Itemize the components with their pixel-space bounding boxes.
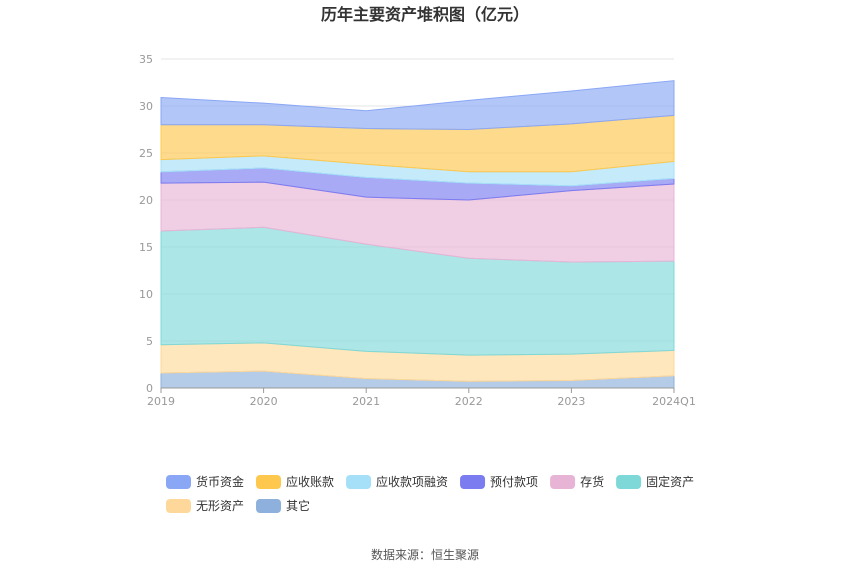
area-货币资金 xyxy=(160,80,675,131)
y-tick-label: 5 xyxy=(146,335,153,348)
legend-label: 固定资产 xyxy=(646,474,694,489)
legend-label: 其它 xyxy=(286,498,310,513)
legend-swatch xyxy=(616,475,642,489)
x-tick-label: 2021 xyxy=(352,395,380,408)
y-tick-label: 30 xyxy=(139,100,153,113)
y-tick-label: 20 xyxy=(139,194,153,207)
legend-label: 货币资金 xyxy=(196,474,244,489)
source-note: 数据来源：恒生聚源 xyxy=(371,547,479,562)
legend-swatch xyxy=(256,475,282,489)
legend-swatch xyxy=(550,475,576,489)
legend-label: 存货 xyxy=(580,474,604,489)
y-tick-label: 15 xyxy=(139,241,153,254)
legend-swatch xyxy=(460,475,486,489)
axes: 0 5 10 15 20 25 30 35 2019 2020 2021 2022 2023 2024Q1 xyxy=(139,53,696,408)
legend-swatch xyxy=(346,475,372,489)
x-tick-label: 2024Q1 xyxy=(652,395,696,408)
legend-label: 无形资产 xyxy=(196,499,244,513)
legend-label: 应收账款 xyxy=(286,474,334,489)
chart-title: 历年主要资产堆积图（亿元） xyxy=(321,5,529,24)
legend-label: 应收款项融资 xyxy=(376,474,448,489)
y-tick-label: 35 xyxy=(139,53,153,66)
y-tick-label: 0 xyxy=(146,382,153,395)
x-tick-label: 2020 xyxy=(250,395,278,408)
x-tick-label: 2023 xyxy=(557,395,585,408)
x-tick-label: 2022 xyxy=(455,395,483,408)
x-tick-label: 2019 xyxy=(147,395,175,408)
legend-swatch xyxy=(166,499,191,513)
legend-swatch xyxy=(166,475,191,489)
area-series xyxy=(160,80,675,389)
y-tick-label: 10 xyxy=(139,288,153,301)
legend-swatch xyxy=(256,499,282,513)
y-tick-label: 25 xyxy=(139,147,153,160)
legend-label: 预付款项 xyxy=(490,475,538,489)
